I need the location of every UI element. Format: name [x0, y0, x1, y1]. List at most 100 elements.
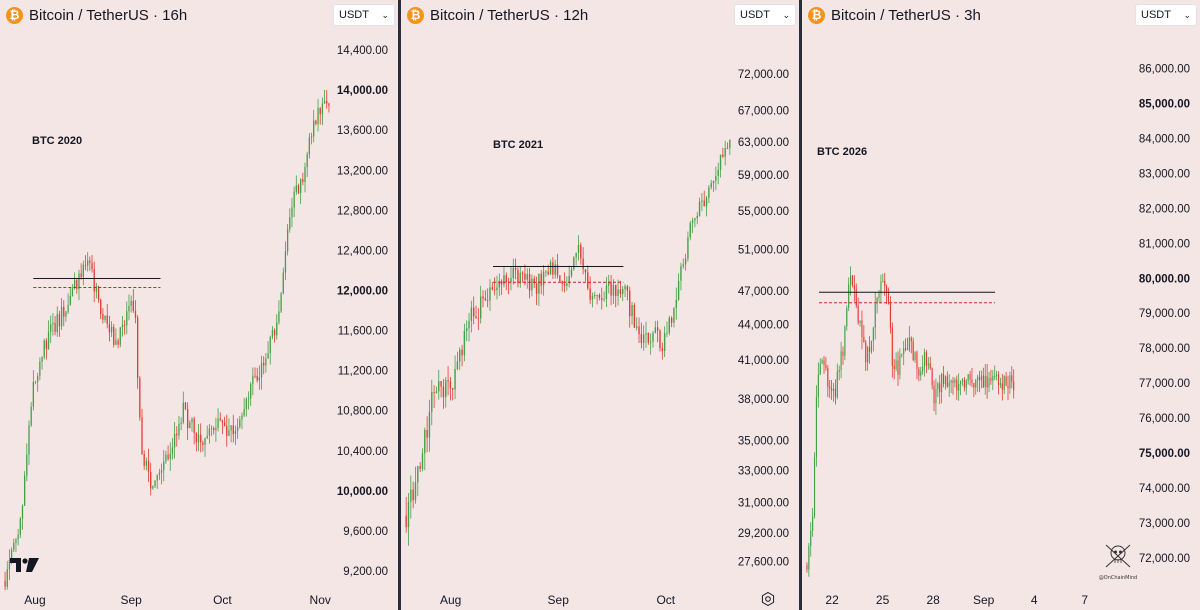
candle-body: [850, 275, 852, 285]
candle-body: [563, 284, 566, 286]
chart-panel-btc-2021[interactable]: ₿ Bitcoin / TetherUS · 12h USDT ⌄ 72,000…: [401, 0, 799, 610]
candle-body: [54, 322, 56, 333]
candle-body: [191, 418, 193, 423]
candle-body: [65, 311, 67, 317]
candle-body: [247, 398, 250, 400]
candle-body: [591, 295, 594, 300]
candle-body: [213, 428, 215, 431]
candle-body: [278, 311, 280, 323]
candle-body: [965, 380, 967, 388]
candle-body: [447, 380, 449, 382]
candle-body: [208, 428, 211, 436]
y-tick-label: 81,000.00: [1139, 238, 1190, 250]
candle-body: [978, 376, 981, 381]
candle-body: [640, 334, 643, 343]
candle-body: [165, 454, 167, 462]
chart-panel-btc-2026[interactable]: ₿ Bitcoin / TetherUS · 3h USDT ⌄ 86,000.…: [802, 0, 1200, 610]
candle-body: [838, 370, 840, 372]
candle-body: [910, 337, 912, 342]
panel-divider[interactable]: [398, 0, 401, 610]
candle-body: [540, 273, 542, 286]
symbol-header[interactable]: ₿ Bitcoin / TetherUS · 16h: [6, 4, 187, 26]
y-tick-label: 27,600.00: [738, 556, 789, 568]
candle-body: [984, 376, 986, 388]
candle-body: [656, 327, 659, 331]
candle-body: [154, 480, 156, 487]
candle-body: [21, 505, 24, 519]
candle-body: [666, 332, 668, 334]
candle-body: [901, 353, 903, 355]
price-chart[interactable]: 14,400.00 14,000.00 13,600.00 13,200.00 12,8…: [0, 0, 398, 610]
candle-body: [526, 274, 528, 280]
candle-body: [63, 306, 65, 317]
candle-body: [848, 284, 850, 308]
tradingview-logo-icon: [10, 556, 40, 579]
price-chart[interactable]: 72,000.00 67,000.00 63,000.00 59,000.00 55,0…: [401, 0, 799, 610]
candle-body: [1003, 376, 1005, 390]
currency-label: USDT: [740, 9, 770, 21]
candle-body: [180, 422, 182, 424]
candle-body: [912, 341, 914, 360]
candle-body: [960, 381, 962, 384]
candle-body: [280, 293, 282, 312]
candle-body: [922, 366, 924, 372]
candle-body: [1009, 375, 1011, 389]
candle-body: [977, 376, 979, 381]
symbol-header[interactable]: ₿ Bitcoin / TetherUS · 12h: [407, 4, 588, 26]
candle-body: [561, 281, 563, 285]
y-tick-label: 79,000.00: [1139, 308, 1190, 320]
x-tick-label: 22: [825, 593, 839, 607]
x-tick-label: 7: [1081, 593, 1088, 607]
candle-body: [126, 311, 128, 326]
candle-body: [176, 433, 178, 436]
candle-body: [110, 326, 113, 333]
candle-body: [663, 333, 666, 352]
gear-icon[interactable]: [761, 591, 775, 610]
candle-body: [414, 482, 417, 501]
candle-body: [310, 136, 313, 138]
candle-body: [323, 100, 326, 104]
candle-body: [857, 305, 859, 323]
y-tick-label: 78,000.00: [1139, 343, 1190, 355]
candle-body: [510, 278, 512, 283]
candle-body: [300, 179, 302, 194]
candle-body: [493, 289, 496, 291]
candle-body: [210, 428, 213, 430]
y-tick-label: 73,000.00: [1139, 518, 1190, 530]
candle-body: [889, 303, 891, 328]
candle-body: [421, 453, 424, 469]
candle-body: [254, 375, 256, 377]
candle-body: [942, 373, 945, 384]
panel-divider[interactable]: [799, 0, 802, 610]
chart-annotation: BTC 2020: [32, 135, 82, 147]
candle-body: [867, 347, 869, 363]
candle-body: [263, 362, 265, 366]
candle-body: [629, 290, 631, 317]
candle-body: [295, 185, 297, 192]
candle-body: [265, 358, 267, 366]
candle-body: [132, 300, 134, 311]
candle-body: [626, 286, 629, 291]
candle-body: [610, 281, 612, 296]
candle-body: [10, 549, 13, 560]
currency-select[interactable]: USDT ⌄: [333, 4, 395, 26]
currency-select[interactable]: USDT ⌄: [1135, 4, 1197, 26]
candle-body: [589, 288, 591, 300]
candle-body: [925, 352, 928, 366]
candle-body: [631, 305, 633, 317]
symbol-header[interactable]: ₿ Bitcoin / TetherUS · 3h: [808, 4, 981, 26]
candle-body: [479, 296, 482, 319]
currency-select[interactable]: USDT ⌄: [734, 4, 796, 26]
candle-body: [34, 381, 37, 383]
candle-body: [840, 351, 842, 371]
currency-label: USDT: [1141, 9, 1171, 21]
candle-body: [906, 349, 909, 351]
candle-body: [642, 334, 645, 343]
candle-body: [668, 317, 670, 333]
price-chart[interactable]: 86,000.00 85,000.00 84,000.00 83,000.00 82,0…: [802, 0, 1200, 610]
y-tick-label: 13,200.00: [337, 165, 388, 177]
candle-body: [817, 374, 819, 397]
candle-body: [988, 378, 990, 388]
y-tick-label: 35,000.00: [738, 436, 789, 448]
chart-panel-btc-2020[interactable]: ₿ Bitcoin / TetherUS · 16h USDT ⌄ 14,400…: [0, 0, 398, 610]
